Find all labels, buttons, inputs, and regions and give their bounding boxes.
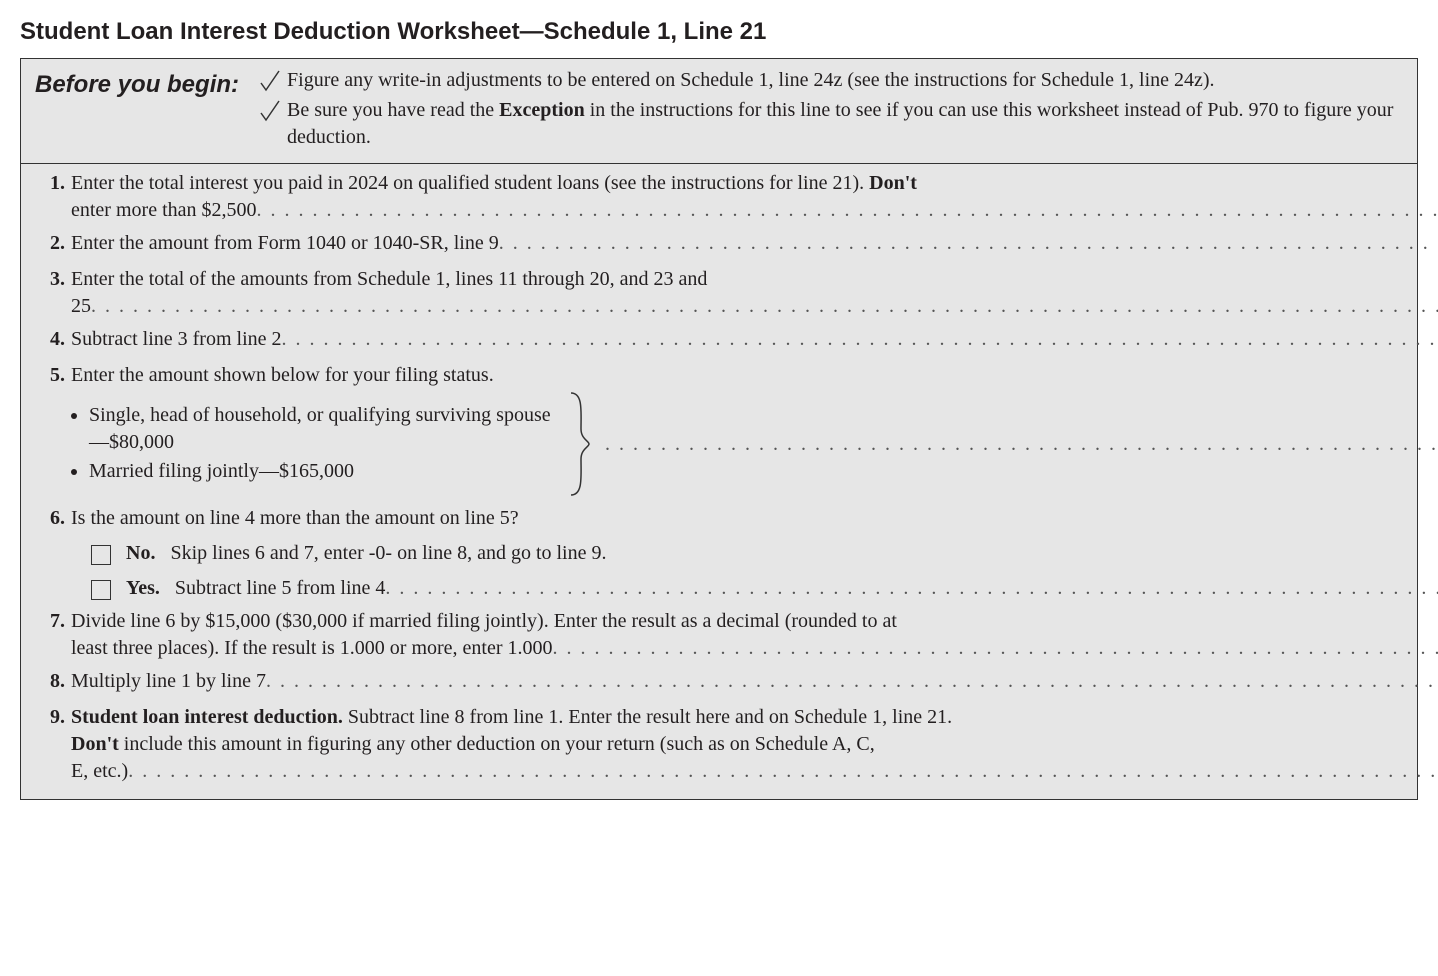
line-2-text: Enter the amount from Form 1040 or 1040-…	[71, 230, 499, 257]
line-9-text-a: Student loan interest deduction. Subtrac…	[71, 704, 1438, 731]
line-9-number: 9.	[35, 704, 71, 731]
line-2: 2. Enter the amount from Form 1040 or 10…	[35, 230, 1403, 260]
dot-leader	[128, 758, 1438, 785]
line-7-text-b: least three places). If the result is 1.…	[71, 635, 553, 662]
dot-leader	[91, 293, 1438, 320]
line-1-number: 1.	[35, 170, 71, 197]
before-you-begin-section: Before you begin: Figure any write-in ad…	[21, 59, 1417, 164]
dot-leader	[385, 575, 1438, 602]
line-4-text: Subtract line 3 from line 2	[71, 326, 282, 353]
line-6-yes-text: Subtract line 5 from line 4	[175, 577, 386, 599]
checkmark-icon	[259, 69, 281, 95]
worksheet-container: Before you begin: Figure any write-in ad…	[20, 58, 1418, 800]
dot-leader	[282, 326, 1438, 353]
dot-leader	[605, 431, 1438, 458]
line-6-yes-row: Yes. Subtract line 5 from line 4	[71, 575, 1438, 602]
line-7-number: 7.	[35, 608, 71, 635]
line-3-text-a: Enter the total of the amounts from Sche…	[71, 266, 1438, 293]
dot-leader	[499, 230, 1438, 257]
dot-leader	[257, 197, 1438, 224]
line-6-no-text: Skip lines 6 and 7, enter -0- on line 8,…	[170, 542, 606, 564]
checkbox-no[interactable]	[91, 545, 111, 565]
line-6-number: 6.	[35, 505, 71, 532]
line-4-number: 4.	[35, 326, 71, 353]
line-6: 6. Is the amount on line 4 more than the…	[35, 505, 1403, 602]
line-3-number: 3.	[35, 266, 71, 293]
before-item-2: Be sure you have read the Exception in t…	[259, 97, 1403, 151]
curly-brace-icon	[551, 389, 601, 499]
line-1-text-b: enter more than $2,500	[71, 197, 257, 224]
line-3-text-b: 25	[71, 293, 91, 320]
line-1-text-a: Enter the total interest you paid in 202…	[71, 170, 1438, 197]
line-6-no-label: No.	[126, 542, 155, 564]
before-item-1: Figure any write-in adjustments to be en…	[259, 67, 1403, 95]
line-8-number: 8.	[35, 668, 71, 695]
line-3: 3. Enter the total of the amounts from S…	[35, 266, 1403, 320]
line-5-number: 5.	[35, 362, 71, 389]
worksheet-title: Student Loan Interest Deduction Workshee…	[20, 16, 1418, 48]
before-you-begin-label: Before you begin:	[35, 67, 253, 153]
line-5-lead: Enter the amount shown below for your fi…	[71, 362, 1438, 389]
line-4: 4. Subtract line 3 from line 2 4.	[35, 326, 1403, 356]
line-9: 9. Student loan interest deduction. Subt…	[35, 704, 1403, 785]
line-9-text-c: E, etc.)	[71, 758, 128, 785]
line-6-no-row: No. Skip lines 6 and 7, enter -0- on lin…	[71, 540, 1438, 567]
line-5: 5. Enter the amount shown below for your…	[35, 362, 1403, 499]
line-8: 8. Multiply line 1 by line 7 8.	[35, 668, 1403, 698]
line-7: 7. Divide line 6 by $15,000 ($30,000 if …	[35, 608, 1403, 662]
line-1: 1. Enter the total interest you paid in …	[35, 170, 1403, 224]
line-2-number: 2.	[35, 230, 71, 257]
checkmark-icon	[259, 99, 281, 125]
line-9-text-b: Don't include this amount in figuring an…	[71, 731, 1438, 758]
dot-leader	[553, 635, 1438, 662]
before-item-1-text: Figure any write-in adjustments to be en…	[287, 67, 1215, 94]
line-5-bullet-1: Single, head of household, or qualifying…	[89, 402, 551, 456]
line-7-text-a: Divide line 6 by $15,000 ($30,000 if mar…	[71, 608, 1438, 635]
line-8-text: Multiply line 1 by line 7	[71, 668, 266, 695]
dot-leader	[266, 668, 1438, 695]
line-6-lead: Is the amount on line 4 more than the am…	[71, 505, 1438, 532]
line-6-yes-label: Yes.	[126, 577, 160, 599]
line-5-bullet-2: Married filing jointly—$165,000	[89, 458, 551, 485]
worksheet-body: 1. Enter the total interest you paid in …	[21, 164, 1417, 799]
checkbox-yes[interactable]	[91, 580, 111, 600]
before-item-2-text: Be sure you have read the Exception in t…	[287, 97, 1403, 151]
